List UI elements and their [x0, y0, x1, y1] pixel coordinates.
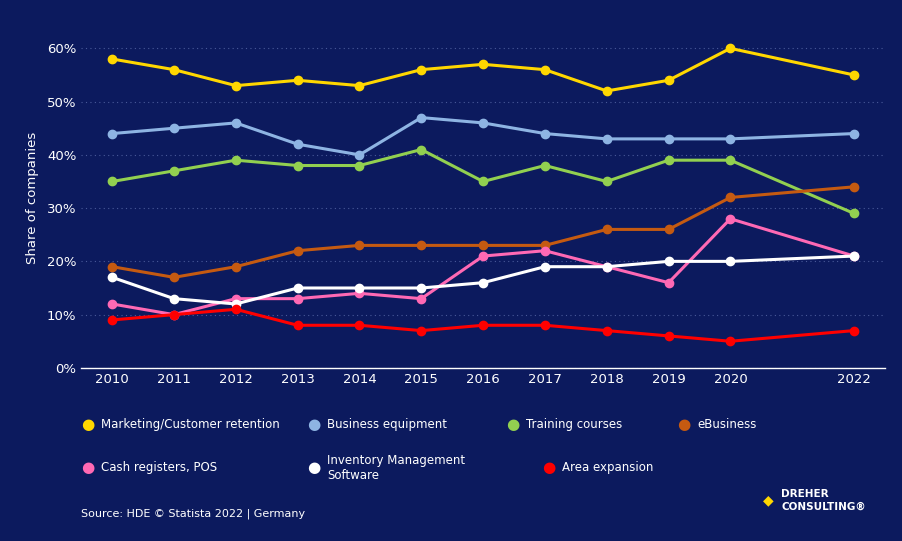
Text: Cash registers, POS: Cash registers, POS	[101, 461, 217, 474]
Text: ●: ●	[541, 460, 555, 476]
Text: DREHER
CONSULTING®: DREHER CONSULTING®	[780, 489, 865, 511]
Text: Business equipment: Business equipment	[327, 418, 446, 431]
Text: Training courses: Training courses	[525, 418, 621, 431]
Text: Marketing/Customer retention: Marketing/Customer retention	[101, 418, 280, 431]
Text: ●: ●	[505, 417, 519, 432]
Text: Area expansion: Area expansion	[561, 461, 652, 474]
Text: ●: ●	[81, 460, 95, 476]
Text: ●: ●	[307, 460, 320, 476]
Text: ●: ●	[676, 417, 690, 432]
Text: Source: HDE © Statista 2022 | Germany: Source: HDE © Statista 2022 | Germany	[81, 509, 305, 519]
Text: eBusiness: eBusiness	[696, 418, 756, 431]
Text: ●: ●	[307, 417, 320, 432]
Text: ●: ●	[81, 417, 95, 432]
Text: Inventory Management
Software: Inventory Management Software	[327, 454, 465, 482]
Y-axis label: Share of companies: Share of companies	[25, 131, 39, 263]
Text: ◆: ◆	[762, 493, 773, 507]
